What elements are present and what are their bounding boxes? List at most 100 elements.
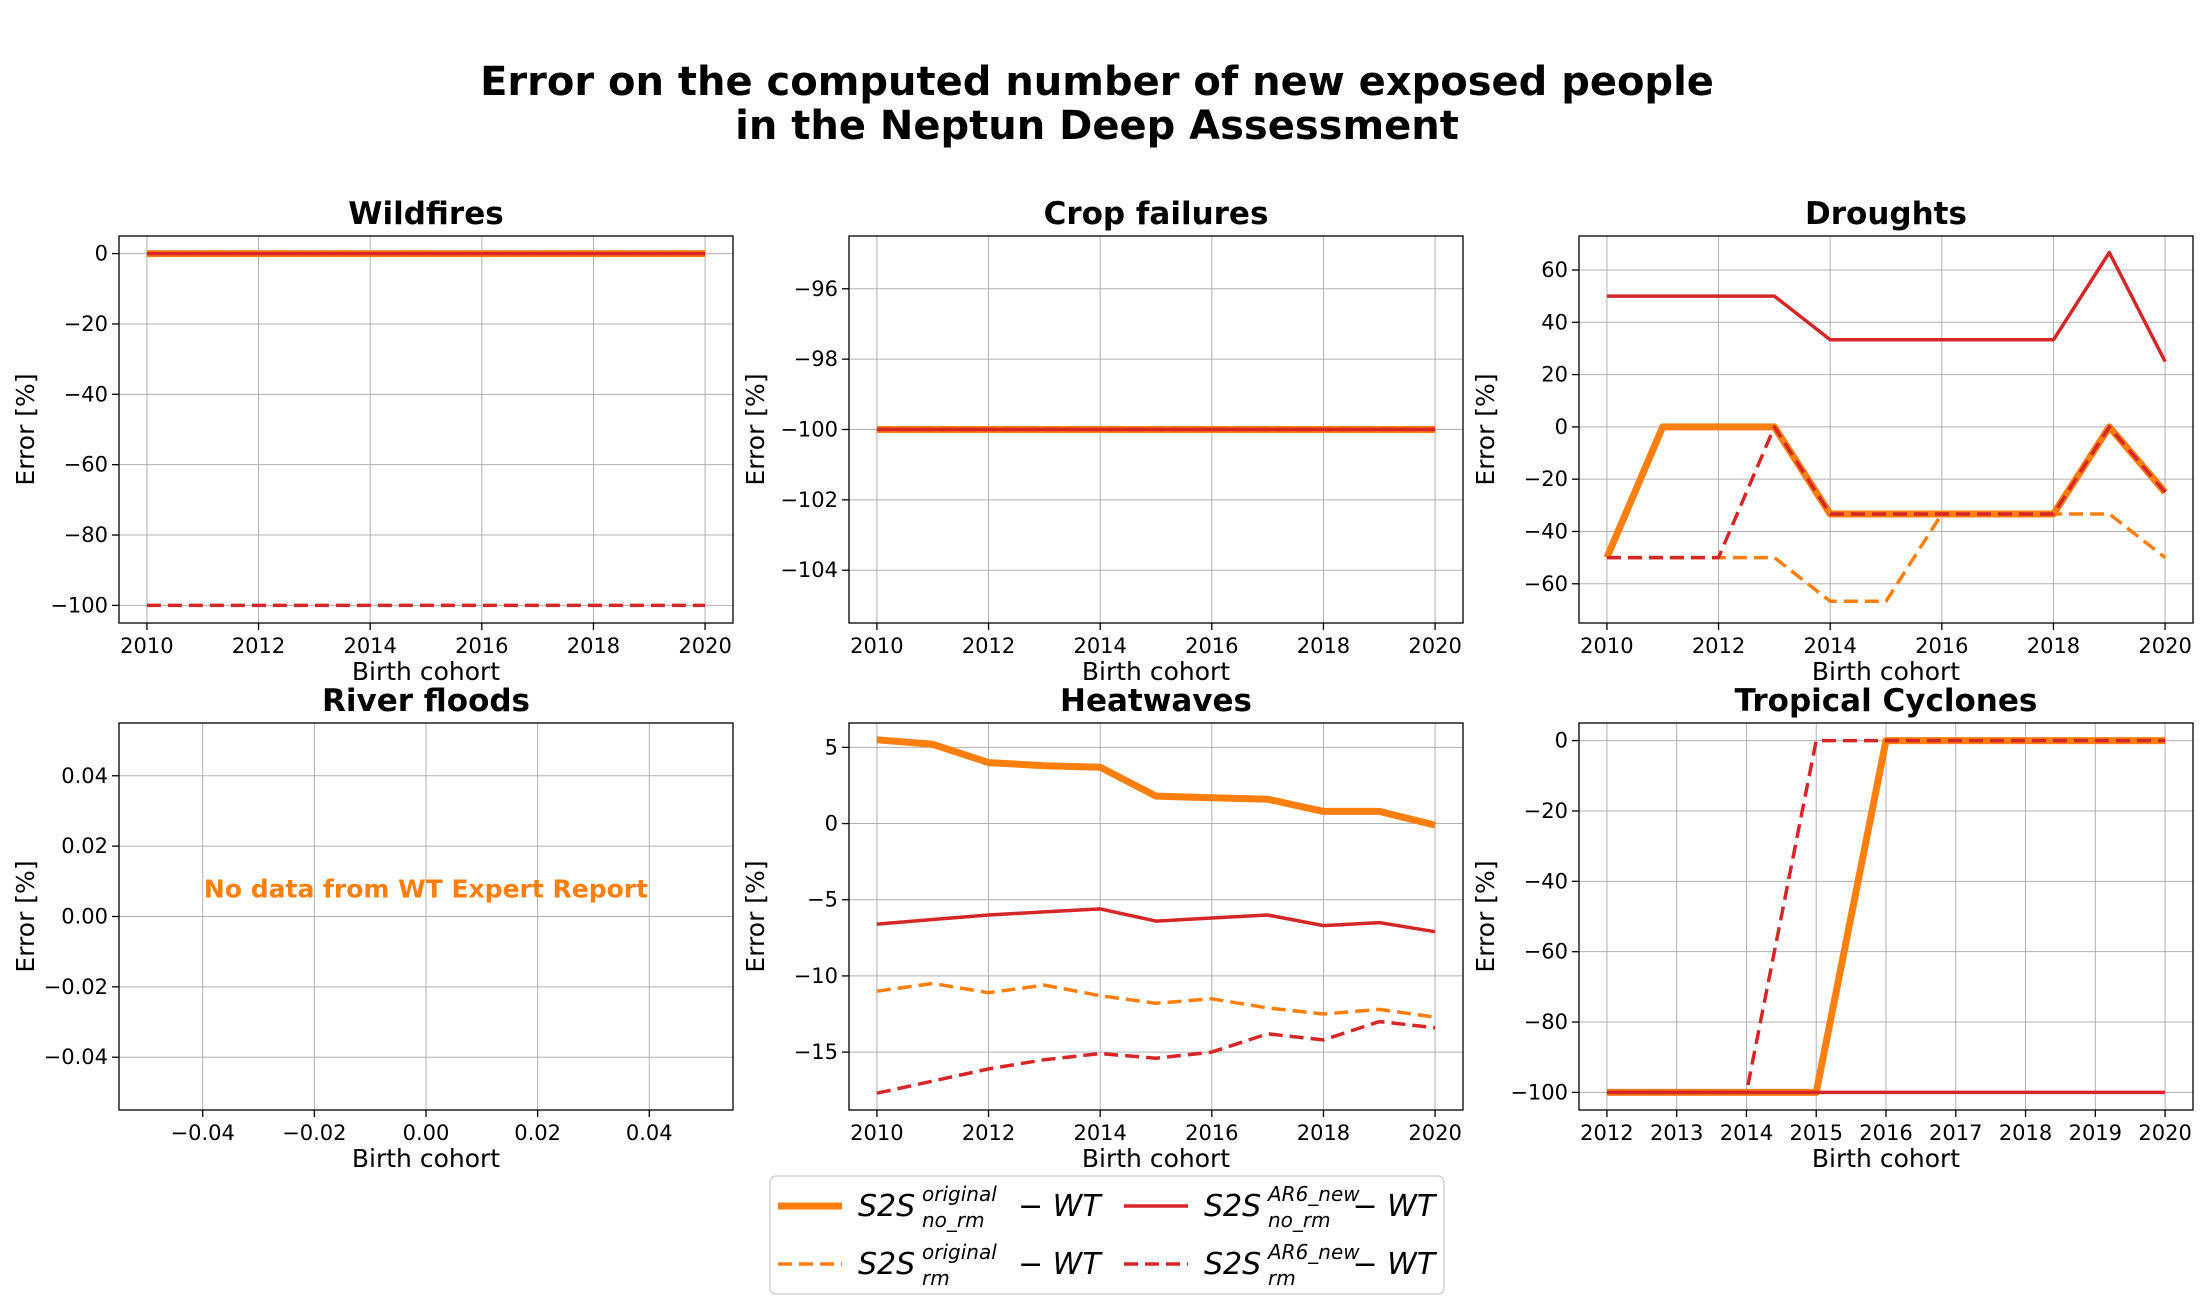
- subplot-5: Tropical Cyclones 2012 2013 2014 2015 2016 201…: [1471, 683, 2194, 1173]
- x-tick-label: 2014: [1073, 634, 1126, 658]
- x-tick-label: 2020: [1408, 634, 1461, 658]
- legend-label-base: S2S: [858, 1189, 915, 1224]
- subplot-title: River floods: [322, 683, 530, 719]
- y-tick-label: −60: [1524, 940, 1568, 964]
- legend-label-tail: − WT: [1018, 1189, 1103, 1224]
- y-tick-label: 0: [825, 812, 838, 836]
- series-line-s_ar6_norm: [876, 907, 1436, 934]
- x-tick-label: 2016: [1185, 634, 1238, 658]
- subplot-title: Tropical Cyclones: [1735, 683, 2038, 719]
- y-tick-label: −20: [1524, 799, 1568, 823]
- series-line-s_orig_rm: [1606, 512, 2167, 604]
- x-tick-label: 2016: [455, 634, 508, 658]
- subplot-3: River floods −0.04 −0.02 0.00 0.02 0.04 0.04 0.…: [11, 683, 734, 1173]
- x-tick-label: 2018: [1297, 634, 1350, 658]
- x-axis-label: Birth cohort: [1082, 657, 1230, 686]
- y-tick-label: −98: [794, 347, 838, 371]
- x-axis-label: Birth cohort: [1082, 1144, 1230, 1173]
- series-line-s_orig_norm: [876, 736, 1436, 829]
- y-tick-label: −10: [794, 964, 838, 988]
- x-tick-label: 2010: [120, 634, 173, 658]
- x-tick-label: 2020: [2138, 634, 2191, 658]
- series-line-s_orig_rm: [876, 981, 1436, 1019]
- axes-frame: [1578, 722, 2194, 1111]
- series-line-s_ar6_rm: [1606, 425, 2167, 560]
- x-tick-label: 2012: [962, 634, 1015, 658]
- x-tick-label: 2018: [2027, 634, 2080, 658]
- x-tick-label: 2017: [1929, 1121, 1982, 1145]
- x-tick-label: 2020: [2138, 1121, 2191, 1145]
- y-axis-label: Error [%]: [11, 373, 40, 485]
- x-tick-label: 2016: [1915, 634, 1968, 658]
- legend-label-tail: − WT: [1353, 1247, 1438, 1282]
- axes-frame: [118, 235, 734, 624]
- legend-label-tail: − WT: [1353, 1189, 1438, 1224]
- legend-label-sup: AR6_new: [1266, 1182, 1360, 1206]
- y-tick-label: −20: [64, 312, 108, 336]
- x-tick-label: 2010: [1580, 634, 1633, 658]
- x-tick-label: 2012: [962, 1121, 1015, 1145]
- axes-frame: [848, 722, 1464, 1111]
- x-tick-label: 2020: [1408, 1121, 1461, 1145]
- x-tick-label: 2012: [1692, 634, 1745, 658]
- x-tick-label: 2018: [567, 634, 620, 658]
- y-tick-label: 5: [825, 735, 838, 759]
- x-axis-label: Birth cohort: [1812, 657, 1960, 686]
- y-tick-label: 0: [95, 242, 108, 266]
- y-tick-label: 0.02: [61, 834, 108, 858]
- subplot-title: Wildfires: [348, 196, 503, 232]
- series-line-s_ar6_rm: [1606, 738, 2166, 1095]
- legend-label-sub: rm: [922, 1266, 950, 1290]
- legend-label-sub: no_rm: [922, 1208, 985, 1232]
- y-tick-label: −60: [1524, 572, 1568, 596]
- x-tick-label: 2016: [1859, 1121, 1912, 1145]
- x-tick-label: −0.02: [282, 1121, 346, 1145]
- y-tick-label: 0.04: [61, 764, 108, 788]
- subplot-title: Heatwaves: [1060, 683, 1252, 719]
- y-tick-label: 0: [1555, 729, 1568, 753]
- y-tick-label: 20: [1541, 363, 1568, 387]
- y-axis-label: Error [%]: [1471, 860, 1500, 972]
- subplot-title: Droughts: [1805, 196, 1967, 232]
- x-tick-label: 2018: [1999, 1121, 2052, 1145]
- figure-title-line2: in the Neptun Deep Assessment: [735, 103, 1459, 149]
- y-tick-label: −100: [50, 593, 108, 617]
- x-tick-label: 2019: [2069, 1121, 2122, 1145]
- x-tick-label: 2012: [1580, 1121, 1633, 1145]
- y-tick-label: 60: [1541, 258, 1568, 282]
- legend-label-base: S2S: [1204, 1247, 1261, 1282]
- legend-label-tail: − WT: [1018, 1247, 1103, 1282]
- legend-label-sup: original: [922, 1240, 997, 1264]
- figure-title-line1: Error on the computed number of new expo…: [480, 59, 1714, 105]
- x-axis-label: Birth cohort: [352, 1144, 500, 1173]
- series-line-s_orig_norm: [1603, 423, 2168, 559]
- y-tick-label: −104: [780, 558, 838, 582]
- y-tick-label: −80: [64, 523, 108, 547]
- x-tick-label: 2016: [1185, 1121, 1238, 1145]
- y-tick-label: −0.04: [44, 1045, 108, 1069]
- no-data-annotation: No data from WT Expert Report: [204, 874, 648, 903]
- x-tick-label: 2018: [1297, 1121, 1350, 1145]
- subplot-0: Wildfires 2010 2012 2014 2016 2018 2020 0 −20 −40…: [11, 196, 734, 686]
- legend-label-sub: rm: [1268, 1266, 1296, 1290]
- x-tick-label: 2014: [1803, 634, 1856, 658]
- series-group: [1603, 250, 2168, 604]
- legend-label-sup: AR6_new: [1266, 1240, 1360, 1264]
- y-tick-label: 0.00: [61, 905, 108, 929]
- y-tick-label: 0: [1555, 415, 1568, 439]
- y-axis-label: Error [%]: [741, 373, 770, 485]
- y-tick-label: 40: [1541, 310, 1568, 334]
- legend-box: [769, 1175, 1445, 1295]
- x-axis-label: Birth cohort: [1812, 1144, 1960, 1173]
- y-tick-label: −100: [1510, 1080, 1568, 1104]
- x-axis-label: Birth cohort: [352, 657, 500, 686]
- subplot-2: Droughts 2010 2012 2014 2016 2018 2020 60 40 20 0 −…: [1471, 196, 2194, 686]
- y-tick-label: −80: [1524, 1010, 1568, 1034]
- y-axis-label: Error [%]: [1471, 373, 1500, 485]
- legend-label-sub: no_rm: [1268, 1208, 1331, 1232]
- y-tick-label: −20: [1524, 467, 1568, 491]
